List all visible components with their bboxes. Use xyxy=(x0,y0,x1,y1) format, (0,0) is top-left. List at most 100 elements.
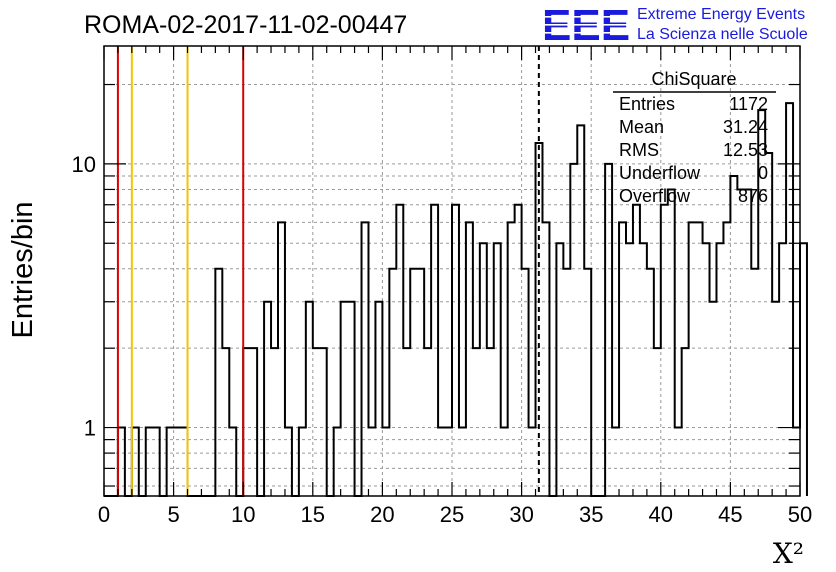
histogram-bin xyxy=(542,222,549,496)
histogram-bin xyxy=(466,222,473,496)
histogram-bin xyxy=(348,302,355,496)
histogram-bin xyxy=(431,205,438,496)
histogram-bin xyxy=(362,222,369,496)
histogram-bin xyxy=(786,103,793,496)
x-tick-label: 45 xyxy=(718,502,742,527)
stats-row-value: 31.24 xyxy=(723,117,768,137)
stats-row-label: Entries xyxy=(619,94,675,114)
histogram-bin xyxy=(508,222,515,496)
histogram-bin xyxy=(710,302,717,496)
x-tick-label: 15 xyxy=(301,502,325,527)
y-axis-label: Entries/bin xyxy=(7,201,39,338)
histogram-bin xyxy=(494,243,501,496)
histogram-bin xyxy=(250,348,257,496)
histogram-bin xyxy=(689,222,696,496)
marker-lines xyxy=(116,46,540,496)
histogram-bin xyxy=(452,205,459,496)
histogram-bin xyxy=(772,302,779,496)
histogram-bin xyxy=(716,243,723,496)
histogram-bin xyxy=(682,348,689,496)
axis-ticks xyxy=(103,46,801,496)
histogram-bin xyxy=(222,348,229,496)
stats-row-value: 1172 xyxy=(729,94,768,114)
histogram-bin xyxy=(605,164,612,496)
logo-stripe xyxy=(540,24,632,26)
x-tick-label: 0 xyxy=(98,502,110,527)
histogram-bin xyxy=(619,222,626,496)
y-tick-label: 10 xyxy=(72,152,96,177)
stats-row-label: RMS xyxy=(619,140,659,160)
y-tick-label: 1 xyxy=(84,416,96,441)
histogram-bin xyxy=(668,189,675,496)
x-tick-label: 35 xyxy=(579,502,603,527)
histogram-bin xyxy=(313,348,320,496)
histogram-bin xyxy=(306,302,313,496)
histogram-bin xyxy=(647,269,654,496)
logo-stripe xyxy=(540,16,632,18)
x-tick-label: 40 xyxy=(649,502,673,527)
histogram-bin xyxy=(556,243,563,496)
histogram-bin xyxy=(640,243,647,496)
stats-row-value: 0 xyxy=(758,163,768,183)
histogram-bin xyxy=(751,269,758,496)
histogram-bin xyxy=(703,243,710,496)
histogram-bin xyxy=(424,348,431,496)
x-tick-label: 20 xyxy=(370,502,394,527)
histogram-bin xyxy=(800,243,807,496)
histogram-bin xyxy=(473,348,480,496)
histogram-bin xyxy=(396,205,403,496)
histogram-bin xyxy=(341,302,348,496)
histogram-bars xyxy=(104,102,808,497)
stats-row-label: Overflow xyxy=(619,186,691,206)
histogram-bin xyxy=(487,348,494,496)
x-tick-label: 10 xyxy=(231,502,255,527)
histogram-bin xyxy=(215,269,222,496)
stats-title: ChiSquare xyxy=(651,69,736,89)
histogram-bin xyxy=(389,269,396,496)
histogram-bin xyxy=(522,269,529,496)
x-tick-label: 25 xyxy=(440,502,464,527)
histogram-bin xyxy=(661,205,668,496)
y-tick-labels: 1 10 xyxy=(72,152,96,441)
x-tick-label: 50 xyxy=(788,502,812,527)
histogram-bin xyxy=(320,348,327,496)
histogram-bin xyxy=(779,243,786,496)
histogram-bin xyxy=(278,222,285,496)
eee-logo: EEE Extreme Energy Events La Scienza nel… xyxy=(540,1,808,50)
stats-box: ChiSquare Entries 1172 Mean 31.24 RMS 12.53 Un… xyxy=(613,69,776,206)
stats-row-label: Mean xyxy=(619,117,664,137)
histogram-bin xyxy=(410,269,417,496)
histogram-bin xyxy=(723,222,730,496)
stats-row-value: 12.53 xyxy=(723,140,768,160)
histogram-bin xyxy=(264,302,271,496)
histogram-bin xyxy=(626,243,633,496)
histogram-bin xyxy=(737,189,744,496)
histogram-bin xyxy=(403,348,410,496)
stats-row-label: Underflow xyxy=(619,163,701,183)
chart-title: ROMA-02-2017-11-02-00447 xyxy=(84,11,407,39)
histogram-bin xyxy=(271,348,278,496)
x-axis-label: X² xyxy=(773,537,804,570)
histogram-bin xyxy=(730,176,737,496)
x-tick-label: 5 xyxy=(167,502,179,527)
histogram-bin xyxy=(375,302,382,496)
histogram-bin xyxy=(633,205,640,496)
stats-row-value: 876 xyxy=(738,186,768,206)
histogram-bin xyxy=(744,189,751,496)
histogram-bin xyxy=(563,269,570,496)
histogram-bin xyxy=(696,222,703,496)
histogram-bin xyxy=(480,243,487,496)
histogram-bin xyxy=(570,164,577,496)
histogram-bin xyxy=(654,348,661,496)
histogram-bin xyxy=(417,269,424,496)
histogram-bin xyxy=(515,205,522,496)
logo-line-2: La Scienza nelle Scuole xyxy=(637,26,808,43)
x-tick-label: 30 xyxy=(509,502,533,527)
histogram-outline xyxy=(104,102,808,497)
histogram-bin xyxy=(584,269,591,496)
logo-stripe xyxy=(540,32,632,34)
histogram-bin xyxy=(243,348,250,496)
logo-line-1: Extreme Energy Events xyxy=(637,6,805,23)
x-tick-labels: 0 5 10 15 20 25 30 35 40 45 50 xyxy=(98,502,812,527)
